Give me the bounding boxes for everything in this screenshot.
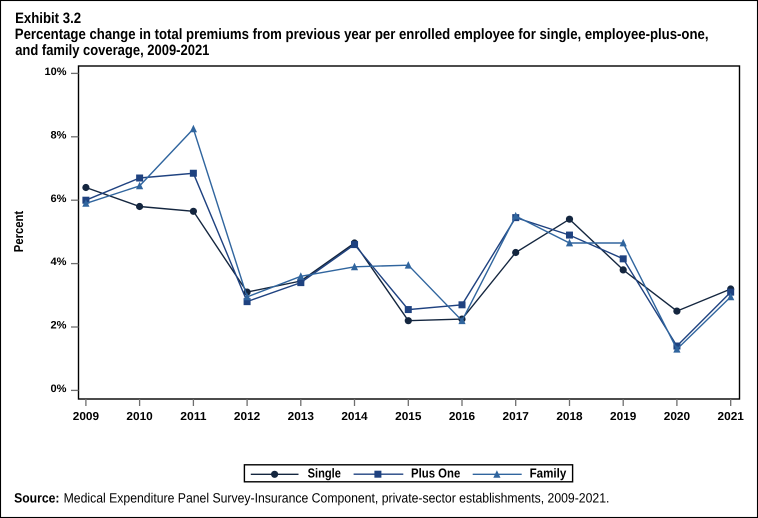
svg-text:2018: 2018 (556, 411, 583, 423)
svg-text:10%: 10% (45, 66, 67, 78)
svg-text:Single: Single (308, 465, 341, 480)
svg-text:Source:Medical Expenditure Pan: Source: Medical Expenditure Panel Survey-… (14, 491, 609, 506)
svg-text:2021: 2021 (718, 411, 745, 423)
svg-text:2013: 2013 (288, 411, 314, 423)
svg-text:2017: 2017 (503, 411, 529, 423)
svg-text:0%: 0% (51, 383, 67, 395)
svg-text:2012: 2012 (234, 411, 260, 423)
svg-text:Exhibit 3.2: Exhibit 3.2 (15, 10, 81, 27)
svg-text:Family: Family (530, 465, 567, 480)
svg-text:6%: 6% (51, 193, 67, 205)
svg-text:4%: 4% (51, 256, 67, 268)
svg-text:Percent: Percent (11, 210, 26, 252)
svg-text:2%: 2% (51, 320, 67, 332)
svg-text:2015: 2015 (395, 411, 422, 423)
svg-text:2009: 2009 (73, 411, 99, 423)
svg-text:2011: 2011 (180, 411, 207, 423)
svg-text:Plus One: Plus One (411, 465, 460, 480)
svg-text:8%: 8% (51, 129, 67, 141)
svg-text:2014: 2014 (341, 411, 368, 423)
svg-text:2010: 2010 (126, 411, 152, 423)
svg-text:2016: 2016 (449, 411, 475, 423)
svg-text:and family coverage, 2009-2021: and family coverage, 2009-2021 (15, 42, 209, 59)
svg-text:2020: 2020 (664, 411, 690, 423)
svg-text:Percentage change in total pre: Percentage change in total premiums from… (15, 26, 709, 43)
svg-text:2019: 2019 (610, 411, 636, 423)
